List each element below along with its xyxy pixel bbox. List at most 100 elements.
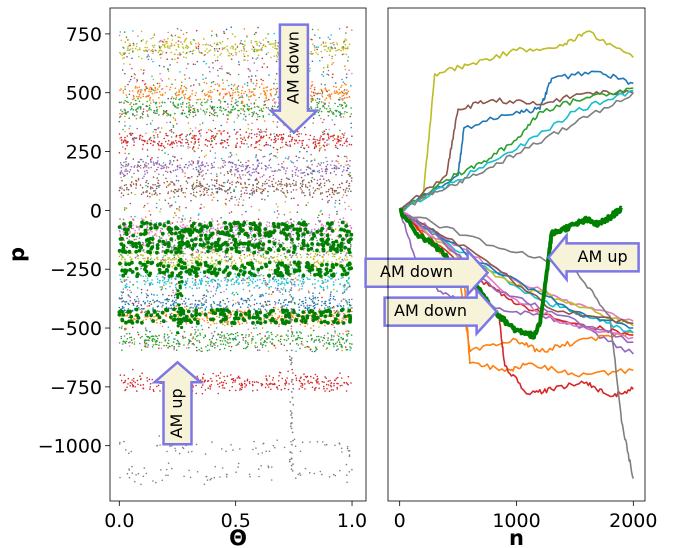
scatter-point bbox=[187, 143, 190, 146]
scatter-point bbox=[261, 337, 263, 340]
scatter-point bbox=[170, 128, 173, 131]
scatter-point bbox=[198, 156, 201, 159]
scatter-point bbox=[169, 144, 171, 146]
scatter-point bbox=[345, 105, 347, 108]
scatter-point bbox=[155, 221, 158, 224]
scatter-point bbox=[284, 284, 286, 286]
scatter-point bbox=[324, 141, 326, 144]
scatter-point bbox=[299, 182, 302, 185]
scatter-point bbox=[242, 288, 245, 291]
scatter-point bbox=[129, 244, 132, 247]
scatter-point bbox=[258, 143, 261, 146]
scatter-point bbox=[249, 476, 251, 478]
scatter-point bbox=[175, 98, 177, 100]
scatter-point bbox=[140, 115, 142, 118]
scatter-point bbox=[126, 173, 129, 175]
scatter-point bbox=[208, 185, 210, 187]
scatter-point bbox=[324, 444, 326, 446]
scatter-point bbox=[158, 341, 161, 344]
scatter-point bbox=[283, 168, 285, 170]
scatter-point bbox=[240, 102, 243, 104]
scatter-point bbox=[202, 378, 204, 380]
scatter-point bbox=[308, 382, 311, 385]
scatter-point bbox=[232, 106, 234, 109]
scatter-point bbox=[122, 343, 124, 345]
scatter-point bbox=[329, 107, 331, 110]
scatter-point bbox=[244, 59, 246, 61]
scatter-point bbox=[163, 255, 165, 257]
scatter-point bbox=[333, 164, 336, 167]
scatter-point bbox=[159, 49, 161, 51]
scatter-point bbox=[141, 139, 143, 141]
scatter-point bbox=[214, 185, 216, 187]
scatter-point bbox=[235, 146, 238, 148]
scatter-point bbox=[123, 309, 126, 312]
scatter-point bbox=[312, 258, 315, 261]
scatter-point bbox=[189, 111, 192, 114]
scatter-point bbox=[333, 255, 336, 258]
scatter-point bbox=[280, 259, 283, 261]
scatter-point bbox=[172, 97, 175, 100]
scatter-point bbox=[258, 238, 260, 241]
scatter-point bbox=[310, 100, 313, 103]
scatter-point bbox=[216, 380, 218, 382]
scatter-point bbox=[209, 49, 212, 51]
scatter-point bbox=[127, 162, 130, 165]
scatter-point bbox=[238, 97, 240, 99]
scatter-point bbox=[180, 87, 182, 89]
scatter-point bbox=[184, 93, 187, 96]
scatter-point bbox=[265, 310, 268, 312]
scatter-point bbox=[309, 194, 311, 196]
scatter-point bbox=[244, 44, 246, 46]
scatter-point bbox=[149, 282, 151, 285]
scatter-point bbox=[205, 162, 208, 164]
scatter-point bbox=[221, 48, 224, 51]
scatter-point bbox=[149, 187, 152, 190]
scatter-point bbox=[220, 343, 222, 346]
scatter-point bbox=[337, 93, 340, 95]
scatter-point bbox=[268, 159, 271, 162]
scatter-point bbox=[191, 93, 193, 95]
scatter-point bbox=[165, 468, 168, 471]
scatter-point bbox=[277, 243, 280, 245]
scatter-point bbox=[274, 170, 277, 172]
scatter-point bbox=[301, 140, 303, 142]
scatter-point bbox=[200, 103, 202, 105]
scatter-point bbox=[205, 306, 208, 308]
scatter-point bbox=[329, 293, 332, 296]
scatter-point bbox=[310, 107, 313, 110]
scatter-point bbox=[227, 111, 230, 113]
scatter-point bbox=[327, 339, 329, 342]
scatter-point bbox=[260, 162, 263, 164]
scatter-point bbox=[137, 257, 139, 260]
scatter-point bbox=[183, 94, 185, 96]
scatter-point bbox=[350, 347, 352, 349]
scatter-point bbox=[342, 284, 345, 287]
scatter-point bbox=[237, 466, 239, 468]
scatter-point bbox=[272, 444, 275, 447]
scatter-point bbox=[222, 139, 224, 142]
scatter-point bbox=[136, 305, 139, 307]
scatter-point bbox=[196, 305, 198, 307]
scatter-point bbox=[317, 378, 319, 380]
scatter-point bbox=[216, 106, 219, 109]
scatter-point bbox=[321, 223, 323, 225]
scatter-point bbox=[341, 451, 343, 453]
scatter-point bbox=[219, 476, 221, 478]
scatter-point bbox=[209, 324, 212, 326]
scatter-point bbox=[246, 103, 248, 106]
scatter-point bbox=[256, 133, 258, 135]
scatter-point bbox=[242, 104, 245, 107]
scatter-point bbox=[151, 44, 154, 47]
scatter-point bbox=[183, 85, 186, 88]
scatter-point bbox=[222, 166, 225, 168]
scatter-point bbox=[202, 185, 204, 188]
scatter-point bbox=[275, 278, 277, 281]
scatter-point bbox=[230, 313, 232, 316]
scatter-point bbox=[327, 46, 330, 49]
scatter-point bbox=[266, 66, 269, 68]
scatter-point bbox=[162, 51, 164, 53]
scatter-point bbox=[241, 138, 244, 141]
scatter-point bbox=[150, 219, 152, 222]
scatter-point bbox=[302, 300, 304, 303]
